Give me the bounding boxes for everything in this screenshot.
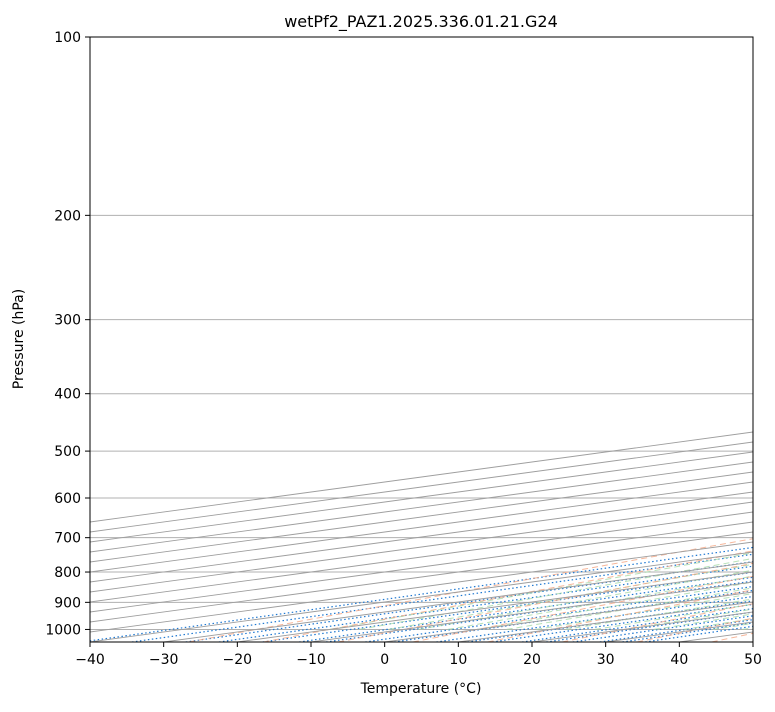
x-tick-label: 10 <box>449 652 467 668</box>
x-tick-label: −10 <box>296 652 326 668</box>
x-tick-label: 20 <box>523 652 541 668</box>
y-tick-label: 1000 <box>45 622 81 638</box>
y-tick-label: 700 <box>54 531 81 547</box>
x-tick-label: −40 <box>75 652 105 668</box>
y-axis-title: Pressure (hPa) <box>11 289 27 389</box>
x-tick-label: 50 <box>744 652 762 668</box>
y-tick-label: 300 <box>54 313 81 329</box>
x-tick-label: −20 <box>223 652 253 668</box>
y-tick-label: 500 <box>54 444 81 460</box>
y-tick-label: 800 <box>54 565 81 581</box>
x-axis-title: Temperature (°C) <box>360 681 482 697</box>
y-tick-label: 600 <box>54 491 81 507</box>
x-tick-label: 0 <box>380 652 389 668</box>
x-tick-label: −30 <box>149 652 179 668</box>
y-tick-label: 100 <box>54 30 81 46</box>
y-tick-label: 900 <box>54 595 81 611</box>
x-tick-label: 30 <box>597 652 615 668</box>
y-tick-label: 400 <box>54 387 81 403</box>
chart-title: wetPf2_PAZ1.2025.336.01.21.G24 <box>284 12 558 32</box>
x-tick-label: 40 <box>670 652 688 668</box>
y-tick-label: 200 <box>54 208 81 224</box>
